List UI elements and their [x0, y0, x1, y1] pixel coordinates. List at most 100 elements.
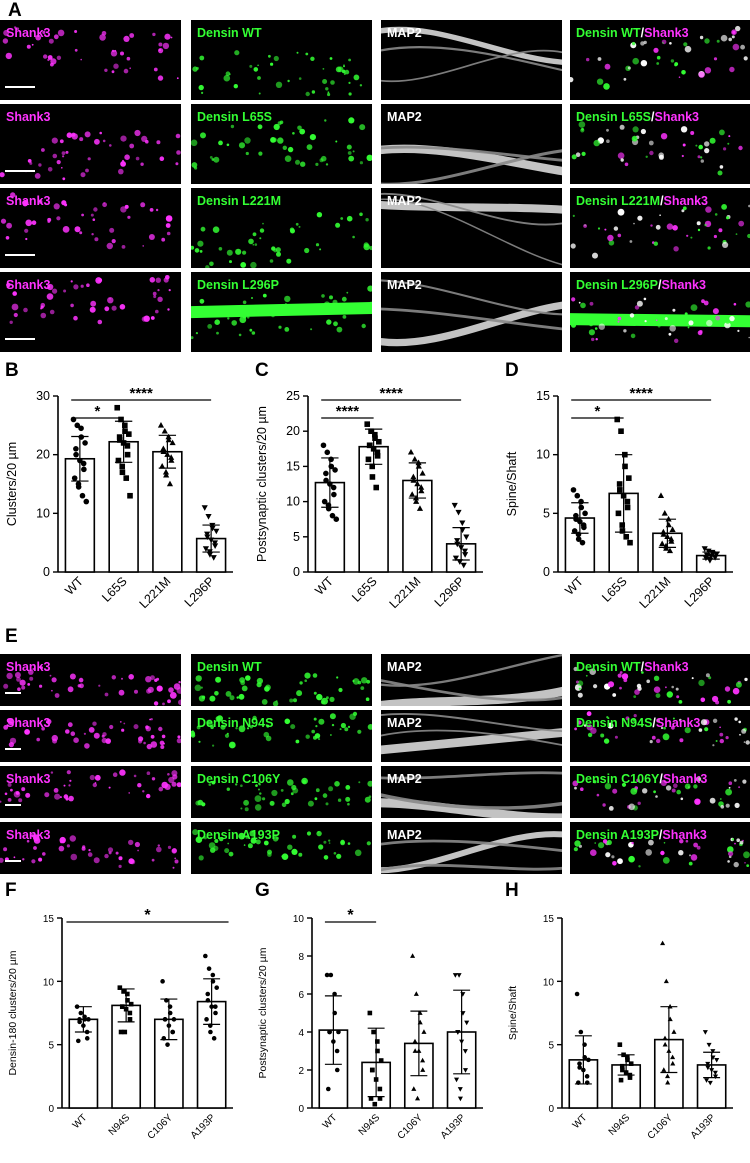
data-point [614, 416, 621, 423]
data-point [204, 534, 211, 541]
x-tick-label: L296P [432, 574, 467, 609]
data-point [373, 484, 380, 491]
scale-bar [5, 860, 21, 862]
data-point [707, 1080, 713, 1086]
data-point [577, 1061, 582, 1066]
data-point [661, 1067, 667, 1072]
micrograph-texture [570, 204, 750, 259]
data-point [118, 416, 124, 423]
data-point [701, 546, 708, 552]
merge-label-shank3: Shank3 [644, 26, 689, 40]
micrograph-texture [381, 771, 562, 818]
y-tick-label: 5 [548, 1041, 554, 1052]
data-point [455, 509, 462, 516]
channel-label-densin: Densin N94S [197, 716, 274, 730]
panel-letter-b: B [5, 360, 19, 381]
y-tick-label: 5 [293, 530, 300, 544]
merge-label-densin: Densin L296P [576, 278, 658, 292]
data-point [78, 425, 84, 432]
merge-label-separator: / [657, 278, 662, 292]
data-point [577, 1065, 582, 1070]
channel-label-merge: Densin L65S/Shank3 [576, 110, 699, 124]
merge-label-shank3: Shank3 [663, 194, 709, 208]
data-point [619, 522, 626, 528]
data-point [617, 1042, 623, 1047]
data-point [665, 521, 672, 528]
micrograph-a-row1-col4: Densin WT/Shank3 [570, 20, 750, 100]
data-point [160, 445, 167, 452]
data-point [170, 1029, 176, 1035]
data-point [323, 470, 329, 477]
micrograph-e-row1-col3: MAP2 [381, 654, 562, 706]
y-tick-label: 10 [536, 448, 550, 462]
data-point [115, 457, 122, 464]
data-point [128, 1001, 134, 1007]
data-point [659, 540, 666, 547]
y-tick-label: 15 [286, 459, 300, 473]
data-point [369, 463, 376, 470]
significance-label: **** [129, 385, 153, 402]
data-point [75, 1038, 81, 1044]
data-point [334, 1048, 340, 1054]
data-point [617, 487, 623, 493]
data-point [201, 505, 208, 511]
data-point [79, 492, 86, 499]
y-tick-label: 0 [48, 1104, 54, 1115]
micrograph-a-row1-col3: MAP2 [381, 20, 562, 100]
channel-label-map2: MAP2 [387, 194, 422, 208]
data-point [330, 484, 337, 491]
data-point [419, 470, 426, 476]
data-point [464, 1020, 470, 1026]
data-point [73, 446, 79, 452]
chart-d: 0 5 10 15 Spine/Shaft WT L65S L221M L296P * **** [500, 380, 745, 615]
data-point [421, 1029, 427, 1034]
data-point [627, 539, 633, 546]
channel-label-densin: Densin WT [197, 660, 262, 674]
channel-label-shank3: Shank3 [6, 660, 51, 674]
data-point [206, 966, 212, 971]
data-point [372, 435, 378, 442]
data-point [616, 481, 623, 487]
data-point [127, 492, 133, 499]
data-point [83, 498, 90, 505]
micrograph-a-row3-col1: Shank3 [0, 188, 181, 268]
data-point [210, 555, 217, 561]
data-point [160, 979, 165, 984]
chart-h: 0 5 10 15 Spine/Shaft WT N94S C106Y A193P [500, 898, 745, 1158]
chart-c: 0 5 10 15 20 25 Postsynaptic clusters/20 µm WT L… [250, 380, 495, 615]
x-tick-label: L65S [349, 574, 380, 605]
data-point [454, 541, 461, 548]
data-point [418, 487, 425, 494]
y-tick-label: 2 [298, 1066, 304, 1077]
micrograph-a-row3-col2: Densin L221M [191, 188, 372, 268]
micrograph-texture [3, 718, 181, 750]
channel-label-shank3: Shank3 [6, 828, 51, 842]
micrograph-texture [192, 50, 363, 97]
y-tick-label: 10 [293, 914, 305, 925]
y-axis-label: Spine/Shaft [507, 986, 519, 1040]
data-point [328, 972, 334, 978]
data-point [407, 448, 415, 455]
x-tick-label: L296P [182, 574, 217, 609]
x-tick-label: L221M [387, 574, 424, 611]
data-point [412, 1038, 418, 1044]
merge-label-shank3: Shank3 [662, 828, 707, 842]
micrograph-e-row1-col1: Shank3 [0, 654, 181, 706]
data-point [157, 421, 165, 428]
micrograph-texture [0, 129, 181, 181]
data-point [625, 1057, 630, 1063]
data-point [116, 434, 123, 440]
data-point [122, 422, 128, 429]
data-point [459, 527, 466, 534]
data-point [332, 991, 337, 997]
data-point [86, 1017, 91, 1022]
significance-label: **** [336, 403, 360, 420]
data-point [670, 1054, 676, 1060]
bar [108, 440, 139, 573]
y-axis-label: Spine/Shaft [505, 451, 519, 516]
micrograph-a-row3-col3: MAP2 [381, 188, 562, 268]
y-tick-label: 5 [543, 506, 550, 520]
data-point [460, 562, 467, 569]
channel-label-shank3: Shank3 [6, 772, 51, 786]
data-point [376, 438, 382, 445]
